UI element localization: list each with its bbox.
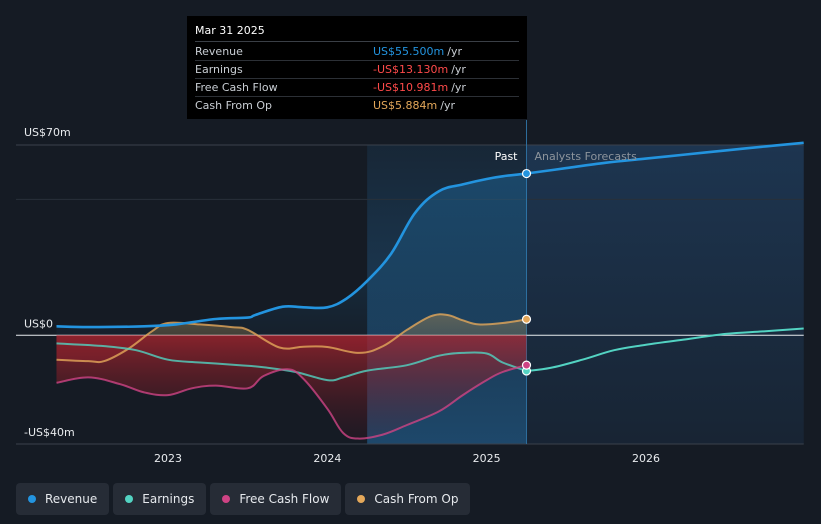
tooltip-label: Cash From Op — [195, 99, 273, 112]
tooltip-unit: /yr — [451, 63, 466, 76]
cfo-area — [146, 314, 527, 335]
earnings-forecast-line — [526, 327, 804, 372]
tooltip: Mar 31 2025 Revenue US$55.500m /yr Earni… — [187, 16, 527, 119]
legend-label: Earnings — [142, 492, 195, 506]
cash-from-op-line — [56, 313, 527, 364]
legend-label: Revenue — [45, 492, 98, 506]
revenue-line — [56, 172, 527, 329]
x-tick-label: 2023 — [154, 452, 182, 465]
tooltip-row-free-cash-flow: Free Cash Flow -US$10.981m /yr — [195, 79, 519, 97]
y-axis-label: -US$40m — [24, 426, 75, 439]
tooltip-row-revenue: Revenue US$55.500m /yr — [195, 43, 519, 61]
tooltip-value: US$55.500m — [373, 45, 445, 58]
forecast-region — [526, 145, 804, 444]
tooltip-value: -US$13.130m — [373, 63, 449, 76]
y-axis-label: US$70m — [24, 126, 71, 139]
legend-dot-icon — [125, 495, 134, 503]
tooltip-value: -US$10.981m — [373, 81, 449, 94]
tooltip-label: Earnings — [195, 63, 243, 76]
legend-label: Cash From Op — [374, 492, 459, 506]
x-tick-label: 2026 — [632, 452, 660, 465]
tooltip-date: Mar 31 2025 — [195, 24, 519, 42]
y-axis-label: US$0 — [24, 317, 53, 330]
tooltip-row-earnings: Earnings -US$13.130m /yr — [195, 61, 519, 79]
tooltip-row-cash-from-op: Cash From Op US$5.884m /yr — [195, 97, 519, 114]
revenue-marker — [521, 168, 532, 179]
revenue-area — [56, 173, 527, 336]
cfo-neg-area — [56, 335, 527, 363]
legend-item-earnings[interactable]: Earnings — [113, 483, 207, 515]
free-cash-flow-line — [56, 364, 527, 440]
earnings-line — [56, 342, 527, 382]
x-tick-label: 2025 — [473, 452, 501, 465]
tooltip-value: US$5.884m — [373, 99, 438, 112]
legend-dot-icon — [222, 495, 231, 503]
legend-label: Free Cash Flow — [239, 492, 330, 506]
cash-from-op-marker — [521, 314, 532, 324]
x-tick-label: 2024 — [313, 452, 341, 465]
tooltip-unit: /yr — [447, 45, 462, 58]
tooltip-unit: /yr — [440, 99, 455, 112]
tooltip-label: Free Cash Flow — [195, 81, 278, 94]
legend-dot-icon — [357, 495, 366, 503]
past-label: Past — [495, 150, 519, 163]
chart-svg: US$70m US$0 -US$40m 2023 2024 2025 2026 Past Ana… — [16, 120, 804, 465]
tooltip-label: Revenue — [195, 45, 243, 58]
legend-dot-icon — [28, 495, 36, 503]
legend-item-free-cash-flow[interactable]: Free Cash Flow — [210, 483, 342, 515]
revenue-forecast-line — [526, 141, 804, 175]
legend-item-revenue[interactable]: Revenue — [16, 483, 110, 515]
legend-item-cash-from-op[interactable]: Cash From Op — [345, 483, 471, 515]
free-cash-flow-marker — [521, 360, 532, 370]
legend: Revenue Earnings Free Cash Flow Cash Fro… — [16, 483, 471, 515]
tooltip-unit: /yr — [451, 81, 466, 94]
forecast-label: Analysts Forecasts — [535, 150, 638, 163]
